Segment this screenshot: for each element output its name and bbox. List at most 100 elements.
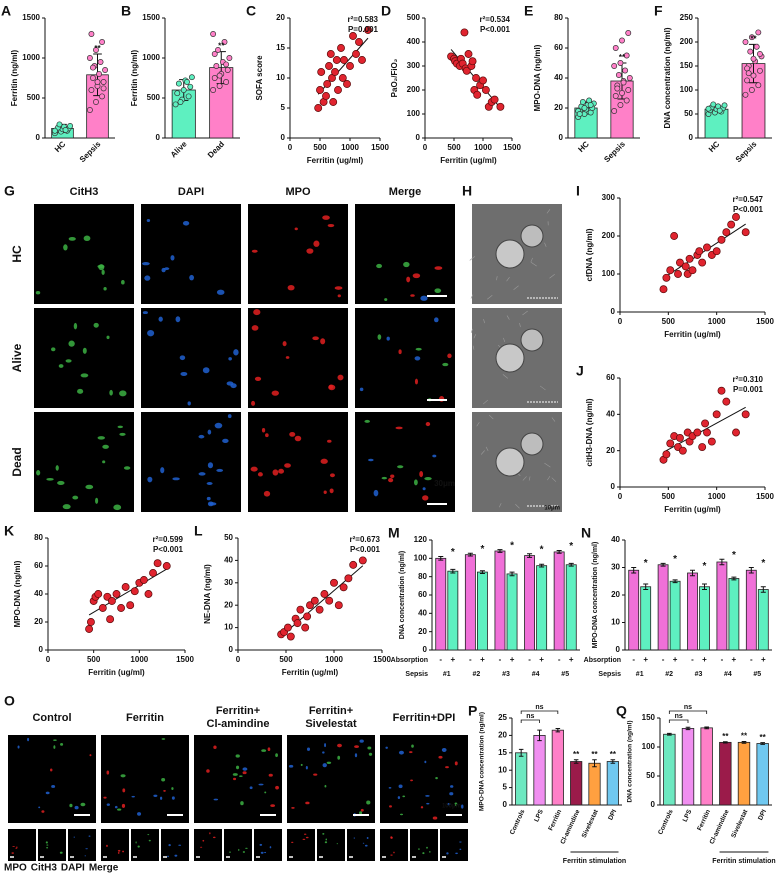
cell xyxy=(264,791,267,794)
stat-label: P<0.001 xyxy=(733,205,764,214)
fiber xyxy=(473,334,477,339)
cell xyxy=(426,846,428,849)
cell xyxy=(214,422,223,429)
data-point xyxy=(221,39,228,45)
data-point xyxy=(174,90,181,97)
cell xyxy=(329,473,335,478)
cell xyxy=(336,843,339,845)
stat-label: P<0.001 xyxy=(480,25,511,34)
cell xyxy=(153,794,158,798)
cell xyxy=(324,784,327,788)
row-label: Absorption xyxy=(584,657,621,664)
y-tick-label: 10 xyxy=(224,623,233,632)
column-title: MPO xyxy=(285,186,311,198)
error-bar xyxy=(748,567,754,574)
cell xyxy=(261,428,266,433)
y-tick-label: 100 xyxy=(680,85,694,94)
category-label: Alive xyxy=(169,139,189,159)
category-label: Controls xyxy=(657,808,675,836)
cell xyxy=(160,467,165,474)
cell xyxy=(206,496,211,501)
group-label: #4 xyxy=(724,671,732,678)
data-point xyxy=(315,605,324,614)
panel-letter: A xyxy=(1,3,11,19)
y-tick-label: 500 xyxy=(147,93,161,102)
cell xyxy=(424,477,432,481)
cell xyxy=(422,487,426,491)
x-tick-label: 1000 xyxy=(708,492,726,501)
cell xyxy=(285,356,290,359)
error-bar xyxy=(450,568,456,574)
data-point xyxy=(611,108,618,114)
y-tick-label: 1500 xyxy=(22,13,40,22)
cell xyxy=(328,384,336,391)
cell xyxy=(282,341,287,347)
micrograph xyxy=(141,308,241,408)
data-point xyxy=(330,578,338,587)
error-bar xyxy=(592,759,597,768)
bracket-label: ns xyxy=(675,713,683,720)
data-point xyxy=(611,63,618,69)
cell xyxy=(163,790,166,792)
cell xyxy=(388,477,394,483)
data-point xyxy=(481,86,490,94)
cell xyxy=(228,357,232,361)
scale-label: 30μm xyxy=(434,479,455,488)
cell xyxy=(410,294,415,297)
cell xyxy=(179,355,186,361)
cell xyxy=(51,785,56,788)
data-point xyxy=(688,266,697,275)
data-point xyxy=(625,30,632,36)
cell xyxy=(409,751,413,754)
cell xyxy=(495,447,525,477)
bracket-label: ns xyxy=(526,713,534,720)
data-point xyxy=(320,590,329,598)
data-point xyxy=(293,619,302,628)
cell xyxy=(147,329,155,337)
data-point xyxy=(695,247,704,256)
cell xyxy=(323,490,327,494)
regression-line xyxy=(663,223,746,279)
cell xyxy=(245,847,248,849)
cell xyxy=(320,458,328,464)
cell xyxy=(260,851,264,854)
cell xyxy=(322,215,330,220)
cell xyxy=(395,426,403,430)
data-point xyxy=(325,596,334,605)
thumbnail xyxy=(287,829,315,861)
legend-entry: MPO xyxy=(4,863,27,874)
y-tick-label: 0 xyxy=(616,645,621,654)
cell xyxy=(180,371,188,377)
cell xyxy=(80,373,89,378)
data-point xyxy=(283,623,292,632)
y-tick-label: 0 xyxy=(503,800,508,809)
cell xyxy=(322,832,325,835)
cell xyxy=(109,389,113,396)
data-point xyxy=(310,596,319,605)
data-point xyxy=(100,79,107,85)
panel-letter: C xyxy=(246,3,256,19)
cell xyxy=(422,495,429,501)
bracket-label: ns xyxy=(535,704,543,711)
micrograph xyxy=(34,308,134,408)
data-point xyxy=(678,446,687,455)
cell xyxy=(254,376,262,381)
cell xyxy=(381,476,387,480)
error-bar xyxy=(643,583,649,590)
micrograph xyxy=(34,412,134,512)
bracket xyxy=(520,719,540,723)
cell xyxy=(123,466,131,470)
cell xyxy=(414,356,421,361)
x-tick-label: 0 xyxy=(46,655,51,664)
bar xyxy=(524,555,535,651)
cell xyxy=(366,800,371,805)
micrograph xyxy=(287,735,375,823)
cell xyxy=(398,750,404,755)
data-point xyxy=(349,32,357,40)
data-point xyxy=(625,87,632,93)
cell xyxy=(202,839,205,842)
data-point xyxy=(51,127,58,134)
cell xyxy=(415,347,422,351)
data-point xyxy=(153,559,162,568)
cell xyxy=(89,754,92,757)
